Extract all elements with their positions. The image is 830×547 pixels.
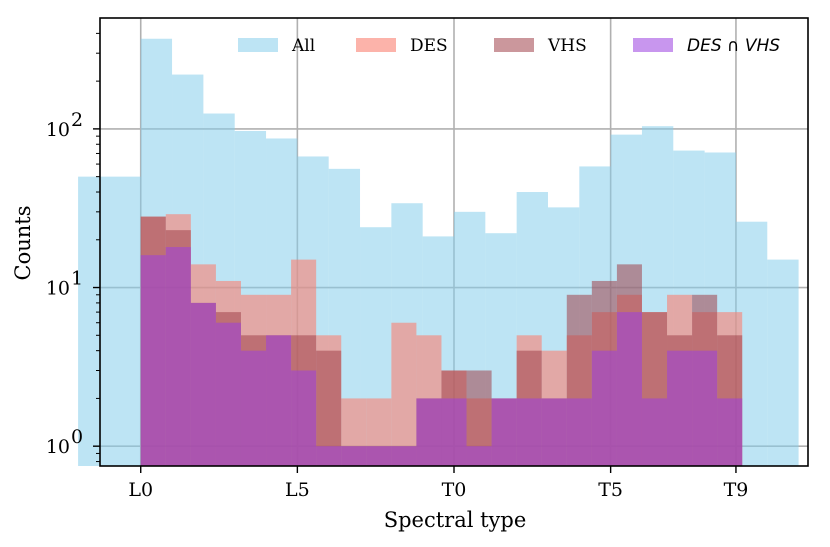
histogram-bar	[641, 398, 668, 466]
legend-swatch	[633, 38, 673, 52]
legend-label: DES	[410, 36, 448, 56]
histogram-bar	[291, 370, 317, 466]
x-tick-label: L0	[128, 479, 153, 501]
histogram-bar	[391, 322, 417, 466]
legend-swatch	[494, 38, 534, 52]
histogram-bar	[140, 255, 166, 466]
histogram-bar	[466, 446, 492, 466]
histogram-bar	[416, 398, 442, 466]
histogram-bar	[591, 350, 617, 466]
y-tick-exponent: 1	[71, 268, 83, 290]
legend-label: All	[291, 36, 315, 56]
y-tick-exponent: 2	[71, 109, 83, 131]
histogram-bar	[717, 398, 743, 466]
histogram-bar	[215, 322, 241, 466]
legend-swatch	[238, 38, 278, 52]
histogram-bar	[341, 446, 367, 466]
histogram-bar	[240, 350, 267, 466]
legend-label: VHS	[547, 36, 587, 56]
histogram-bar	[616, 312, 642, 466]
x-tick-label: L5	[285, 479, 310, 501]
x-tick-label: T9	[724, 479, 749, 501]
histogram-bar	[316, 446, 342, 466]
histogram-bars	[78, 38, 799, 467]
legend: All DES VHS DES ∩ VHS	[238, 36, 780, 56]
histogram-bar	[692, 350, 718, 466]
histogram-bar	[366, 446, 392, 466]
y-tick-label: 10	[46, 278, 70, 300]
histogram-bar	[516, 398, 542, 466]
y-tick-label: 10	[46, 119, 70, 141]
legend-label: DES ∩ VHS	[687, 36, 780, 56]
y-axis-label: Counts	[11, 206, 35, 281]
histogram-bar	[667, 350, 693, 466]
y-tick-exponent: 0	[71, 426, 83, 448]
histogram-bar	[165, 247, 191, 466]
x-tick-label: T0	[442, 479, 467, 501]
x-axis-label: Spectral type	[384, 508, 527, 532]
histogram-bar	[391, 446, 417, 466]
histogram-bar	[78, 176, 141, 466]
histogram-bar	[767, 259, 799, 466]
histogram-bar	[541, 398, 567, 466]
histogram-bar	[266, 335, 292, 466]
histogram-bar	[491, 398, 517, 466]
legend-swatch	[356, 38, 396, 52]
histogram-bar	[190, 302, 216, 466]
y-tick-label: 10	[46, 436, 70, 458]
histogram-bar	[441, 398, 467, 466]
x-tick-label: T5	[598, 479, 623, 501]
histogram-bar	[566, 398, 592, 466]
series-des-vhs-group	[140, 247, 743, 466]
